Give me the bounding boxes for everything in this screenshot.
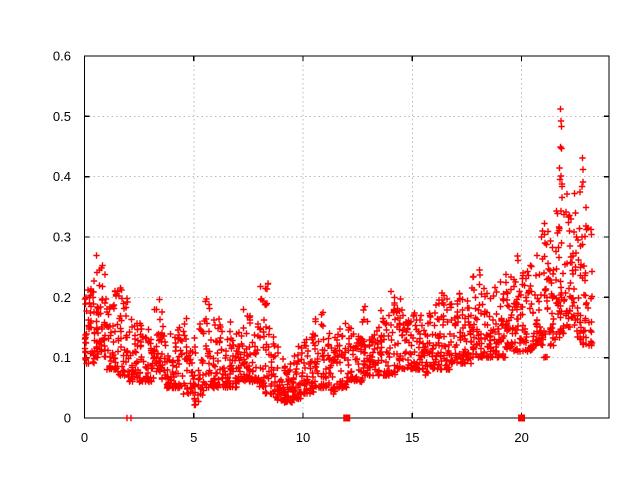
y-tick-labels: 0 0.1 0.2 0.3 0.4 0.5 0.6	[53, 49, 71, 426]
x-tick-label: 5	[190, 430, 197, 445]
x-tick-label: 20	[514, 430, 528, 445]
y-tick-label: 0.2	[53, 290, 71, 305]
y-tick-label: 0.5	[53, 109, 71, 124]
x-tick-labels: 0 5 10 15 20	[81, 430, 529, 445]
y-tick-label: 0.1	[53, 350, 71, 365]
scatter-plus-markers	[81, 105, 596, 422]
y-tick-label: 0.4	[53, 169, 71, 184]
x-tick-label: 15	[405, 430, 419, 445]
x-tick-label: 0	[81, 430, 88, 445]
square-markers	[343, 414, 526, 422]
y-tick-label: 0.3	[53, 230, 71, 245]
x-tick-label: 10	[296, 430, 310, 445]
y-tick-label: 0	[64, 411, 71, 426]
y-tick-label: 0.6	[53, 49, 71, 64]
square-marker	[518, 414, 526, 422]
square-marker	[343, 414, 351, 422]
